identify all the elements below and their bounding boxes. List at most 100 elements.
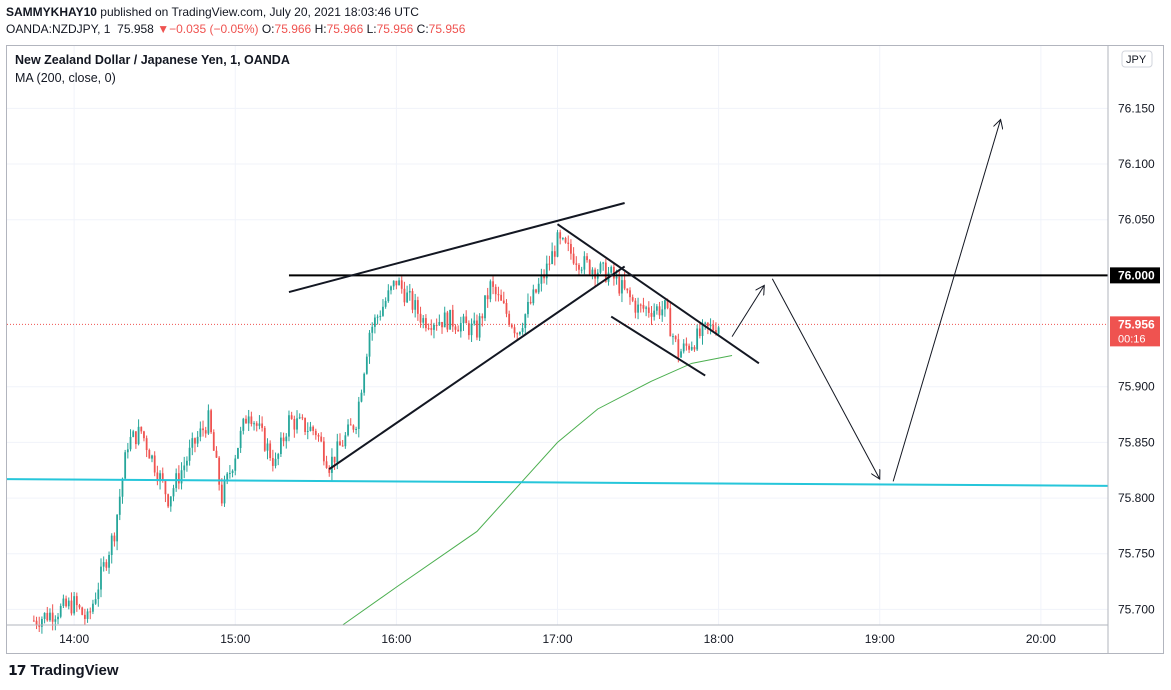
author-name[interactable]: SAMMYKHAY10 (6, 5, 97, 19)
candle-body (677, 339, 680, 358)
low-label: L: (366, 22, 377, 36)
candle-body (347, 424, 349, 436)
candle-body (81, 607, 84, 615)
candle-body (438, 321, 441, 326)
candle-body (110, 535, 113, 555)
candle-body (67, 600, 70, 607)
candle-body (390, 286, 392, 291)
candle-body (210, 410, 212, 433)
candle-body (341, 445, 344, 447)
y-tick-label: 75.800 (1118, 491, 1155, 505)
candle-body (492, 281, 494, 287)
x-tick-label: 18:00 (704, 632, 734, 646)
projection-arrow (771, 278, 879, 479)
candle-body (153, 455, 156, 473)
candle-body (328, 467, 331, 473)
candle-body (43, 612, 46, 619)
y-tick-label: 76.050 (1118, 213, 1155, 227)
candle-body (355, 429, 357, 431)
candle-body (459, 323, 462, 332)
candle-body (400, 280, 403, 289)
candle-body (234, 458, 237, 471)
candle-body (196, 436, 199, 444)
candle-body (502, 300, 505, 304)
candle-body (403, 288, 406, 303)
candle-body (89, 611, 92, 613)
candle-body (411, 291, 414, 310)
candle-body (336, 441, 339, 463)
candle-body (382, 306, 384, 316)
indicator-legend[interactable]: MA (200, close, 0) (15, 71, 116, 85)
candle-body (449, 309, 451, 330)
currency-badge[interactable] (1121, 50, 1153, 68)
candle-body (65, 598, 67, 607)
candle-body (100, 566, 102, 590)
candle-body (580, 269, 583, 271)
candle-body (559, 232, 562, 239)
candle-body (188, 447, 191, 461)
candle-body (406, 292, 409, 303)
candle-body (231, 470, 234, 474)
candle-body (435, 324, 438, 326)
candle-body (242, 418, 245, 431)
candle-body (688, 345, 690, 350)
candle-body (126, 449, 129, 453)
candle-body (583, 256, 586, 270)
candle-body (57, 616, 59, 620)
candle-body (59, 605, 62, 617)
candle-body (349, 424, 352, 426)
candle-body (365, 356, 368, 374)
candle-body (102, 562, 105, 567)
candle-body (470, 323, 473, 336)
y-tick-label: 76.150 (1118, 101, 1155, 115)
candle-body (529, 301, 532, 304)
candle-body (704, 322, 707, 324)
candle-body (145, 438, 148, 451)
candle-body (416, 300, 419, 314)
brand-text: TradingView (30, 662, 119, 679)
candle-body (615, 276, 618, 279)
candle-body (578, 264, 580, 270)
candle-body (680, 351, 682, 358)
candle-body (220, 484, 223, 504)
candle-body (588, 260, 591, 275)
candle-body (183, 465, 186, 471)
candle-body (408, 291, 411, 293)
candle-body (363, 373, 366, 393)
candle-body (701, 323, 704, 336)
candle-body (419, 313, 422, 323)
candle-body (500, 294, 503, 301)
candle-body (172, 488, 175, 497)
candle-body (661, 309, 664, 316)
candle-body (288, 415, 290, 437)
candle-body (556, 232, 559, 257)
candle-body (610, 266, 613, 273)
ma-200-line (342, 355, 733, 626)
candle-body (317, 435, 320, 437)
candle-body (212, 432, 215, 451)
candle-body (35, 620, 38, 625)
candle-body (602, 262, 605, 264)
x-tick-label: 15:00 (220, 632, 250, 646)
candle-body (682, 343, 685, 352)
candle-body (255, 423, 258, 426)
candle-body (717, 327, 720, 334)
candle-body (586, 256, 588, 261)
candle-body (489, 281, 492, 300)
candle-body (690, 347, 693, 350)
candle-body (621, 280, 623, 294)
candle-body (715, 330, 717, 334)
candle-body (494, 286, 497, 295)
y-tick-label: 75.750 (1118, 547, 1155, 561)
candle-body (245, 418, 247, 424)
publish-info: SAMMYKHAY10 published on TradingView.com… (6, 5, 419, 19)
candle-body (331, 456, 333, 473)
candle-body (156, 472, 159, 482)
candle-body (478, 316, 481, 338)
candle-body (639, 304, 642, 306)
candle-body (430, 328, 433, 330)
tradingview-brand[interactable]: 𝟭𝟳 TradingView (8, 662, 119, 679)
publish-text: published on TradingView.com, July 20, 2… (100, 5, 419, 19)
candle-body (572, 253, 575, 264)
